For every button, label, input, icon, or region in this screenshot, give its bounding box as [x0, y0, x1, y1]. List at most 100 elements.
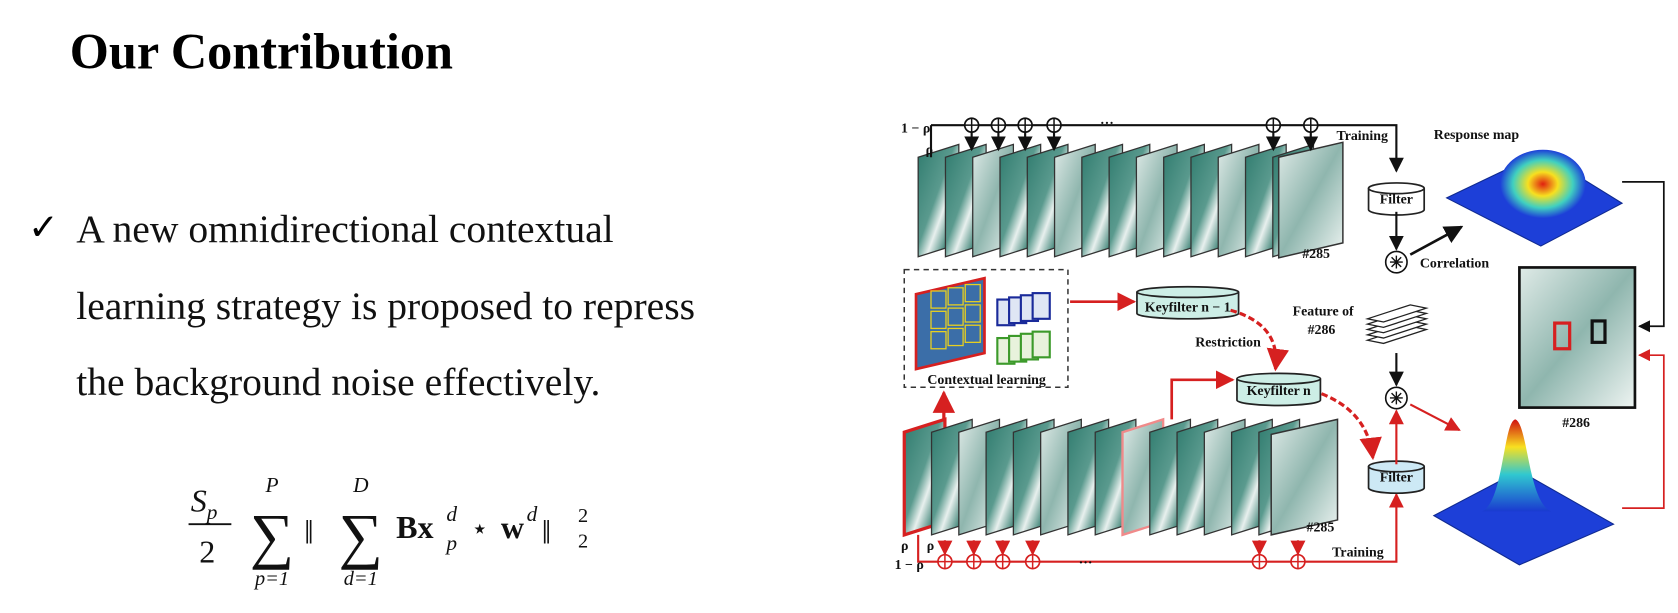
diagram [902, 117, 1665, 570]
formula-text: S [191, 482, 207, 518]
response-peak [1500, 149, 1586, 219]
arrow [1409, 225, 1464, 256]
bullet-line: learning strategy is proposed to repress [76, 284, 695, 328]
sum-node-cross [964, 118, 979, 133]
formula-text: d [446, 502, 457, 526]
context-patch [964, 304, 981, 323]
restriction-arrow [1230, 308, 1290, 372]
formula-text: p=1 [253, 568, 289, 590]
diagram-label: ··· [1079, 556, 1093, 571]
diagram-label: Correlation [1420, 256, 1489, 271]
context-patch [964, 283, 981, 303]
arrow [1622, 181, 1665, 333]
context-patch [947, 327, 964, 347]
formula-text: p [444, 531, 457, 555]
context-sample [1031, 330, 1051, 359]
response-peak [1481, 419, 1552, 512]
response-map [1432, 470, 1615, 566]
formula-text: ⋆ [471, 514, 488, 545]
context-frame [914, 276, 986, 371]
formula-text: d [527, 502, 538, 526]
context-patch [930, 290, 947, 309]
formula-text: p [205, 500, 218, 524]
video-frame [1270, 418, 1339, 536]
formula-text: P [264, 473, 278, 497]
context-patch [947, 287, 964, 306]
diagram-label: 1 − ρ [901, 122, 930, 137]
result-box [1590, 319, 1607, 344]
conv-node-star [1389, 391, 1403, 405]
result-frame [1518, 266, 1637, 409]
diagram-label: #286 [1562, 416, 1590, 431]
sum-node-cross [1252, 554, 1267, 569]
formula-text: ‖ [304, 513, 314, 551]
sum-node-cross [966, 554, 981, 569]
sum-node-cross [1290, 554, 1305, 569]
context-sample [1031, 292, 1051, 320]
result-box [1553, 321, 1572, 351]
arrow [931, 124, 1404, 173]
formula-text: 2 [578, 505, 588, 527]
diagram-label: Training [1336, 129, 1388, 144]
conv-node-star [1389, 255, 1403, 269]
formula-text: Sp [191, 482, 218, 523]
diagram-label: Restriction [1195, 336, 1261, 351]
diagram-label: #285 [1307, 521, 1335, 536]
arrow [1409, 403, 1461, 432]
sum-node-cross [1047, 118, 1061, 133]
formula: Sp 2 P ∑ p=1 ‖ D ∑ d=1 Bx d p ⋆ w d ‖ 2 … [188, 473, 588, 590]
cylinder-top [1367, 182, 1426, 195]
formula-text: 2 [578, 531, 588, 553]
context-box [903, 268, 1069, 389]
sum-node-cross [937, 554, 952, 569]
formula-text: ∑ [250, 502, 294, 570]
context-patch [930, 330, 947, 350]
sum-node-cross [1025, 554, 1040, 569]
sum-node-cross [1303, 118, 1318, 133]
diagram-label: ρ [927, 539, 934, 554]
diagram-label: Keyfilter n − 1 [1145, 300, 1231, 315]
keyfilter-arrow [1320, 392, 1382, 461]
cylinder [1136, 292, 1240, 320]
formula-text: w [501, 509, 524, 545]
bullet-line: A new omnidirectional contextual [76, 207, 613, 251]
sum-node-cross [995, 554, 1010, 569]
formula-text: ‖ [542, 513, 552, 551]
diagram-labels: 1 − ρ ρ ··· Training Response map Filter… [895, 116, 1590, 573]
cylinder-top [1136, 285, 1240, 299]
formula-text: Bx [396, 509, 433, 545]
formula-text: ∑ [339, 502, 383, 570]
context-patch [947, 307, 964, 326]
diagram-label: Response map [1434, 128, 1520, 143]
cylinder [1367, 466, 1426, 495]
cylinder-top [1236, 372, 1322, 385]
feature-layer [1364, 304, 1429, 323]
diagram-label: Filter [1380, 470, 1413, 485]
sum-node-cross [1266, 118, 1281, 133]
diagram-label: #285 [1302, 247, 1330, 262]
formula-text: d=1 [344, 568, 378, 590]
arrow [917, 492, 1404, 563]
diagram-label: ρ [926, 143, 933, 158]
diagram-label: 1 − ρ [895, 558, 924, 573]
formula-text: 2 [199, 534, 215, 570]
video-frame [1277, 141, 1344, 259]
diagram-label: ··· [1100, 116, 1114, 131]
diagram-label: Filter [1380, 192, 1413, 207]
diagram-label: Contextual learning [927, 373, 1046, 388]
arrow [1170, 370, 1235, 420]
diagram-label: Keyfilter n [1247, 384, 1311, 399]
slide-title: Our Contribution [70, 23, 453, 79]
diagram-label: ρ [901, 539, 908, 554]
diagram-label: #286 [1308, 323, 1336, 338]
formula-text: D [352, 473, 369, 497]
diagram-label: Training [1332, 545, 1384, 560]
sum-node-cross [1018, 118, 1033, 133]
bullet-mark: ✓ [28, 208, 58, 248]
context-patch [964, 324, 981, 343]
cylinder [1236, 378, 1322, 407]
context-patch [930, 310, 947, 330]
diagram-label: Feature of [1293, 305, 1354, 320]
arrow [1622, 349, 1665, 510]
